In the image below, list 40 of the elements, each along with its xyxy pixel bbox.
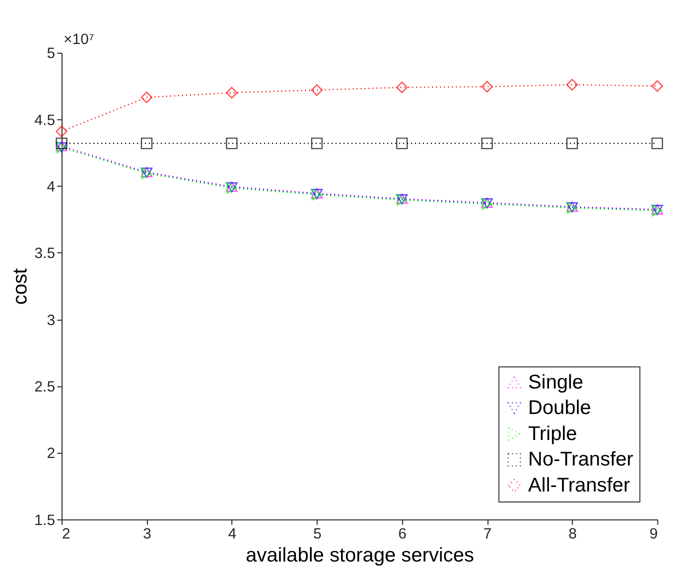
y-axis-title: cost bbox=[9, 268, 32, 305]
point bbox=[566, 138, 578, 150]
point bbox=[396, 82, 408, 94]
y-tick-label: 5 bbox=[46, 46, 56, 62]
point bbox=[226, 86, 238, 99]
y-tick-label: 3.5 bbox=[34, 246, 56, 262]
y-tick-label: 2 bbox=[46, 446, 56, 462]
x-tick-label: 3 bbox=[143, 526, 152, 543]
point bbox=[140, 92, 152, 104]
x-tick-label: 8 bbox=[568, 526, 577, 543]
y-tick-label: 1.5 bbox=[34, 512, 56, 529]
point bbox=[651, 138, 664, 150]
point bbox=[140, 138, 152, 150]
x-tick-label: 7 bbox=[483, 526, 492, 543]
y-tick-label: 2.5 bbox=[34, 379, 56, 396]
legend-label: Single bbox=[528, 371, 584, 394]
x-axis-title: available storage services bbox=[246, 544, 474, 567]
point bbox=[481, 80, 493, 93]
x-tick-label: 9 bbox=[649, 526, 658, 543]
legend-label: All-Transfer bbox=[528, 474, 630, 497]
point bbox=[651, 80, 664, 92]
legend-label: No-Transfer bbox=[528, 448, 634, 471]
x-tick-label: 4 bbox=[228, 526, 236, 543]
point bbox=[56, 138, 68, 150]
point bbox=[226, 138, 238, 150]
point bbox=[311, 84, 323, 96]
point bbox=[311, 138, 323, 150]
y-tick-label: 3 bbox=[46, 312, 56, 329]
point bbox=[566, 78, 578, 91]
x-tick-label: 6 bbox=[398, 526, 407, 543]
legend-label: Double bbox=[528, 397, 592, 420]
legend-label: Triple bbox=[528, 422, 578, 445]
x-tick-label: 5 bbox=[313, 526, 322, 543]
x-tick-label: 2 bbox=[62, 526, 70, 543]
y-tick-label: 4.5 bbox=[34, 112, 56, 129]
text: ×10⁷ bbox=[64, 32, 94, 48]
y-tick-label: 4 bbox=[46, 179, 56, 196]
point bbox=[396, 138, 408, 150]
point bbox=[481, 138, 493, 150]
point bbox=[56, 126, 68, 138]
